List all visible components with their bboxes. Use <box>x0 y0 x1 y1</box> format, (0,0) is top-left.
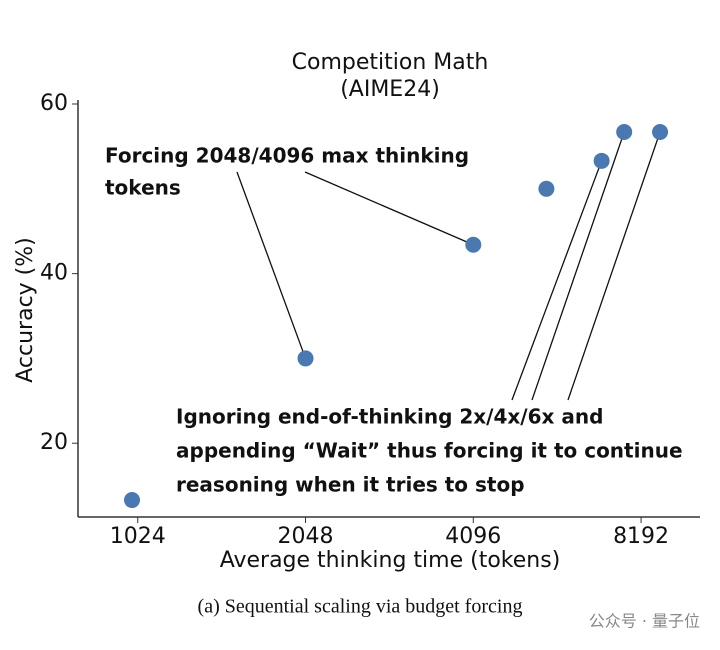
annotation: Forcing 2048/4096 max thinking <box>105 144 469 168</box>
chart-title: (AIME24) <box>340 77 440 102</box>
point <box>465 236 482 253</box>
annotation: Ignoring end-of-thinking 2x/4x/6x and <box>176 405 603 429</box>
x-axis-label: Average thinking time (tokens) <box>220 548 561 573</box>
annotation-line <box>531 131 625 401</box>
point <box>124 492 141 509</box>
annotation: appending “Wait” thus forcing it to cont… <box>176 439 683 463</box>
annotation: reasoning when it tries to stop <box>176 473 525 497</box>
x-tick-label: 1024 <box>110 524 166 549</box>
point <box>652 123 669 140</box>
annotation-line <box>511 160 603 401</box>
chart-title: Competition Math <box>292 50 489 75</box>
annotation-line <box>567 131 661 401</box>
x-tick-label: 8192 <box>613 524 669 549</box>
point <box>538 180 555 197</box>
point <box>593 152 610 169</box>
annotation-line <box>304 171 474 246</box>
y-tick-label: 60 <box>40 91 68 116</box>
annotation-line <box>236 171 307 359</box>
annotation: tokens <box>105 176 181 200</box>
y-tick-label: 40 <box>40 261 68 286</box>
x-tick-label: 2048 <box>278 524 334 549</box>
caption: (a) Sequential scaling via budget forcin… <box>198 596 523 618</box>
y-axis-label: Accuracy (%) <box>13 237 38 383</box>
point <box>297 350 314 367</box>
point <box>616 123 633 140</box>
y-tick-label: 20 <box>40 430 68 455</box>
x-tick-label: 4096 <box>445 524 501 549</box>
watermark: 公众号 · 量子位 <box>589 612 700 631</box>
